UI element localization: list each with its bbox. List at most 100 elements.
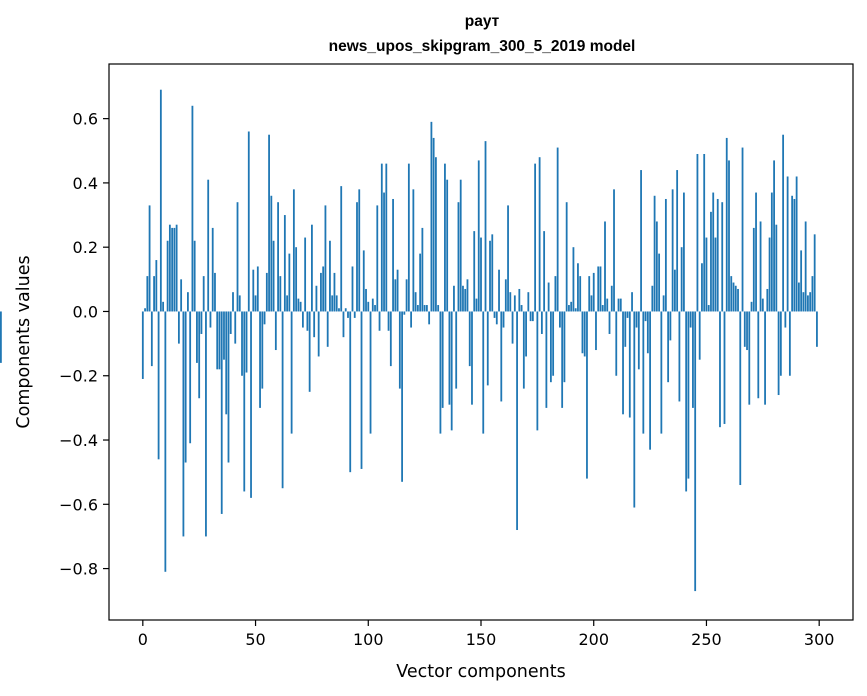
bar-component-4 [150,311,153,367]
bar-component-299 [816,311,818,347]
bar-component-90 [344,308,347,312]
bar-component-29 [207,179,210,312]
bar-component-160 [502,311,505,328]
bar-component-136 [448,311,451,405]
bar-component-131 [437,305,440,312]
bar-component-6 [155,260,158,312]
bar-component-267 [743,311,746,347]
bar-component-283 [779,311,782,376]
bar-component-271 [752,227,755,312]
bar-component-289 [793,198,796,312]
chart-title: раут [465,13,500,30]
bar-component-80 [322,266,325,312]
bar-component-116 [403,311,406,315]
bar-component-161 [504,279,507,312]
bar-component-89 [342,311,345,338]
bar-component-130 [435,157,437,312]
bar-component-12 [168,224,171,312]
y-tick-label: 0.6 [73,110,98,129]
bar-component-236 [673,269,676,312]
bar-component-156 [493,311,496,318]
bar-component-120 [412,189,415,312]
bar-component-143 [464,288,467,312]
bar-component-198 [588,276,591,312]
bar-component-69 [297,298,300,312]
bar-component-19 [184,311,187,463]
bar-component-118 [407,163,410,312]
bar-component-201 [595,311,597,351]
bar-component-101 [369,311,372,434]
bar-component-221 [640,170,642,312]
bar-component-196 [583,311,586,357]
bar-component-87 [338,308,340,312]
bar-component-114 [398,311,401,389]
bar-component-247 [698,311,701,360]
bar-component-104 [376,205,379,312]
bar-component-251 [707,305,710,312]
bar-component-188 [565,202,568,312]
bar-component-46 [245,311,248,373]
bar-component-0 [141,311,144,379]
bar-component-286 [786,176,789,312]
x-tick-label: 50 [245,630,265,649]
bar-component-224 [646,311,649,354]
bar-component-3 [148,205,151,312]
bar-component-85 [333,272,336,312]
bar-component-260 [728,160,730,312]
bar-component-275 [761,298,764,312]
bar-component-22 [191,105,194,312]
bar-component-163 [509,292,512,312]
bar-component-122 [416,305,419,312]
bar-component-203 [599,266,602,312]
bar-component-257 [721,202,724,312]
bar-component-159 [500,311,503,402]
bar-component-102 [371,298,374,312]
x-tick-label: 100 [353,630,384,649]
bar-component-70 [299,301,302,312]
bar-component-206 [606,298,609,312]
bar-component-137 [450,311,453,431]
bar-component-127 [428,311,431,325]
x-tick-label: 250 [691,630,722,649]
bar-component-294 [804,221,807,312]
bar-component-106 [380,163,383,312]
bar-component-253 [712,192,715,312]
bar-component-258 [723,311,726,424]
bar-component-38 [227,311,230,463]
bar-component-250 [705,237,708,312]
bar-component-268 [746,311,748,351]
bar-component-76 [313,311,316,338]
bar-component-123 [419,253,422,312]
bar-component-276 [764,311,766,405]
bar-component-113 [396,269,399,312]
x-axis-label: Vector components [396,662,565,682]
bar-component-11 [166,240,169,312]
bar-component-226 [651,285,654,312]
bar-component-93 [351,266,354,312]
bar-component-240 [683,192,685,312]
bar-component-149 [477,160,480,312]
bar-component-242 [687,311,690,479]
bar-component-2 [146,276,149,312]
bar-component-5 [153,276,155,312]
bar-component-167 [518,288,521,312]
bar-component-241 [685,311,688,492]
bar-component-199 [590,295,593,312]
bar-component-9 [162,301,165,312]
bar-component-162 [507,205,509,312]
bar-component-33 [216,311,219,370]
bar-component-212 [619,298,622,312]
bar-component-172 [529,311,532,322]
bar-component-95 [356,202,358,312]
bar-component-63 [283,215,286,312]
bar-component-184 [556,147,559,312]
y-tick-label: 0.4 [73,174,98,193]
bar-component-252 [710,211,712,312]
bar-component-263 [734,285,737,312]
bar-component-45 [243,311,246,492]
bar-component-288 [791,195,794,312]
bar-component-278 [768,237,771,312]
bar-component-185 [559,311,561,328]
bar-component-119 [410,311,413,328]
